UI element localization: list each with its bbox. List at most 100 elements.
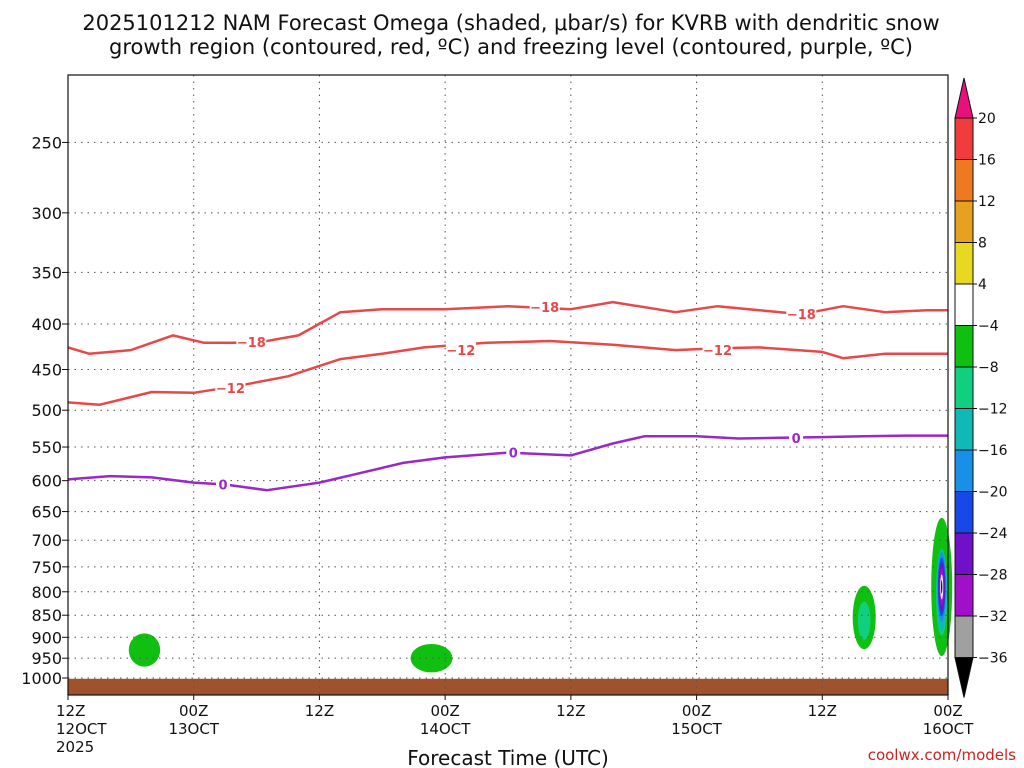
colorbar-segment <box>954 200 974 243</box>
contour-label-bg <box>215 379 246 396</box>
x-tick-year: 2025 <box>56 738 94 756</box>
colorbar-segment <box>954 408 974 451</box>
contour-label-bg <box>702 342 733 359</box>
contour-line <box>67 339 948 407</box>
contour-freezing-0C: 0 0 0 <box>67 429 948 493</box>
contour-label: 0 <box>219 478 228 493</box>
omega-shade-9 <box>941 580 943 594</box>
contour-label: −18 <box>530 301 559 316</box>
colorbar-segment <box>954 449 974 492</box>
x-tick-date: 13OCT <box>168 720 219 738</box>
x-tick-time: 12Z <box>808 702 837 720</box>
omega-shade-2 <box>857 601 871 640</box>
colorbar-segment <box>954 242 974 285</box>
colorbar-label: −32 <box>978 609 1008 625</box>
contour-label-bg <box>216 476 231 493</box>
y-tick-label: 250 <box>31 133 62 152</box>
y-tick-label: 500 <box>31 401 62 420</box>
source-credit: coolwx.com/models <box>868 746 1016 764</box>
contour-label-bg <box>506 444 521 461</box>
colorbar-label: −20 <box>978 485 1008 501</box>
y-tick-label: 400 <box>31 315 62 334</box>
colorbar-label: −36 <box>978 651 1008 667</box>
y-tick-label: 1000 <box>21 669 62 688</box>
y-tick-label: 800 <box>31 583 62 602</box>
terrain-strip <box>68 678 948 695</box>
x-tick-date: 14OCT <box>420 720 471 738</box>
omega-shade-outer <box>410 643 453 673</box>
omega-shade-outer <box>128 633 161 667</box>
contour-label: −12 <box>703 344 732 359</box>
colorbar-label: −8 <box>978 360 999 376</box>
y-tick-label: 750 <box>31 558 62 577</box>
y-tick-label: 850 <box>31 606 62 625</box>
contour-line <box>67 434 948 492</box>
y-axis-ticks: 250 300 350 400 450 500 550 600 650 700 750 800 850 9… <box>21 133 68 688</box>
colorbar-label: −24 <box>978 526 1008 542</box>
colorbar-segment <box>954 366 974 409</box>
colorbar-segment <box>954 615 974 658</box>
x-tick-time: 12Z <box>556 702 585 720</box>
x-axis-label: Forecast Time (UTC) <box>407 746 609 768</box>
colorbar-label: −4 <box>978 319 999 335</box>
contour-label: 0 <box>792 432 801 447</box>
x-tick-time: 00Z <box>682 702 711 720</box>
contour-label-bg <box>445 342 476 359</box>
chart-title-line2: growth region (contoured, red, ºC) and f… <box>109 35 913 59</box>
y-tick-label: 950 <box>31 649 62 668</box>
y-tick-label: 550 <box>31 438 62 457</box>
y-tick-label: 900 <box>31 628 62 647</box>
colorbar: 20 16 12 8 4 −4 −8 −12 −16 −20 −24 −28 −32 −36 <box>954 77 1008 698</box>
x-tick-time: 12Z <box>56 702 85 720</box>
x-tick-date: 16OCT <box>923 720 974 738</box>
omega-region-3 <box>931 517 953 657</box>
omega-region-1 <box>410 643 453 673</box>
colorbar-segment <box>954 532 974 575</box>
y-tick-label: 700 <box>31 531 62 550</box>
colorbar-label: 4 <box>978 277 987 293</box>
colorbar-label: 8 <box>978 236 987 252</box>
colorbar-label: −16 <box>978 443 1008 459</box>
contour-dgz--18C: −18 −18 −18 <box>67 299 948 355</box>
x-tick-time: 00Z <box>933 702 962 720</box>
colorbar-segment <box>954 491 974 534</box>
y-tick-label: 650 <box>31 503 62 522</box>
contour-label-bg <box>789 429 804 446</box>
y-tick-label: 300 <box>31 204 62 223</box>
x-tick-date: 12OCT <box>56 720 107 738</box>
colorbar-label: 12 <box>978 194 996 210</box>
plot-area: −18 −18 −18 −12 −12 −12 0 0 0 <box>67 74 953 696</box>
colorbar-segment <box>954 159 974 202</box>
x-tick-date: 15OCT <box>671 720 722 738</box>
contour-label: −18 <box>787 308 816 323</box>
y-tick-label: 450 <box>31 361 62 380</box>
colorbar-label: 20 <box>978 111 996 127</box>
contour-label: −12 <box>216 382 245 397</box>
colorbar-segment <box>954 574 974 617</box>
plot-frame <box>67 74 949 696</box>
contour-label: 0 <box>509 447 518 462</box>
chart-title-line1: 2025101212 NAM Forecast Omega (shaded, μ… <box>82 11 939 35</box>
colorbar-arrow-top <box>954 77 974 119</box>
contour-label-bg <box>529 299 560 316</box>
y-tick-label: 600 <box>31 472 62 491</box>
contour-dgz--12C: −12 −12 −12 <box>67 339 948 407</box>
y-tick-label: 350 <box>31 263 62 282</box>
colorbar-arrow-bottom <box>954 657 974 698</box>
omega-region-2 <box>852 585 876 650</box>
colorbar-segment <box>954 117 974 160</box>
colorbar-label: 16 <box>978 153 996 169</box>
colorbar-segment <box>954 283 974 326</box>
colorbar-label: −12 <box>978 402 1008 418</box>
contour-label: −12 <box>446 344 475 359</box>
omega-region-0 <box>128 633 161 667</box>
contour-label: −18 <box>237 336 266 351</box>
colorbar-segment <box>954 325 974 368</box>
contour-line <box>67 300 948 355</box>
x-tick-time: 00Z <box>179 702 208 720</box>
x-tick-time: 00Z <box>430 702 459 720</box>
colorbar-label: −28 <box>978 568 1008 584</box>
contour-label-bg <box>786 306 817 323</box>
